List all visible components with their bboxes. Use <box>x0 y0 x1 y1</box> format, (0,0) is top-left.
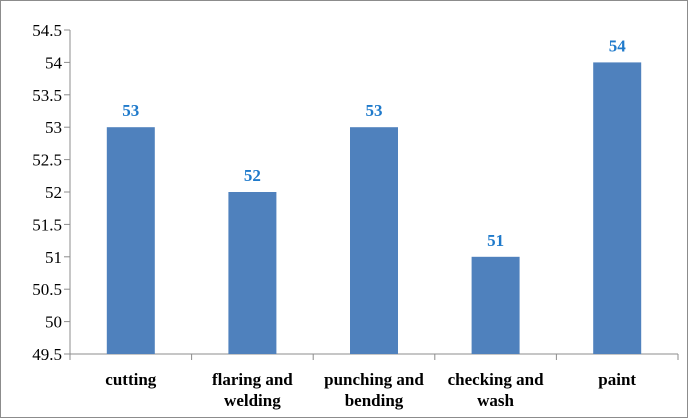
category-label-line: checking and <box>448 370 544 389</box>
y-tick-label: 49.5 <box>32 345 62 364</box>
data-label: 54 <box>609 36 627 55</box>
category-label: cutting <box>105 370 157 389</box>
data-label: 53 <box>366 101 383 120</box>
bar <box>350 127 398 354</box>
category-label: checking and wash <box>448 370 544 410</box>
category-label-line: paint <box>598 370 636 389</box>
category-label: paint <box>598 370 636 389</box>
data-label: 51 <box>487 231 504 250</box>
data-label: 53 <box>122 101 139 120</box>
category-label-line: wash <box>477 391 514 410</box>
bar <box>106 127 155 354</box>
y-tick-label: 51 <box>45 248 62 267</box>
category-label: punching and bending <box>324 370 424 410</box>
y-tick-label: 50 <box>45 313 62 332</box>
y-tick-label: 50.5 <box>32 280 62 299</box>
data-label: 52 <box>244 166 261 185</box>
y-tick-label: 52 <box>45 183 62 202</box>
y-tick-label: 52.5 <box>32 151 62 170</box>
category-label-line: welding <box>224 391 281 410</box>
y-tick-label: 54 <box>45 53 63 72</box>
bar <box>471 256 520 354</box>
y-tick-label: 53 <box>45 118 62 137</box>
y-tick-label: 54.5 <box>32 21 62 40</box>
bar <box>228 192 277 354</box>
category-label-line: cutting <box>105 370 157 389</box>
y-tick-label: 51.5 <box>32 215 62 234</box>
bar <box>593 62 642 355</box>
y-tick-label: 53.5 <box>32 86 62 105</box>
category-label-line: bending <box>345 391 404 410</box>
category-label-line: flaring and <box>212 370 293 389</box>
category-label: flaring and welding <box>212 370 293 410</box>
category-label-line: punching and <box>324 370 424 389</box>
